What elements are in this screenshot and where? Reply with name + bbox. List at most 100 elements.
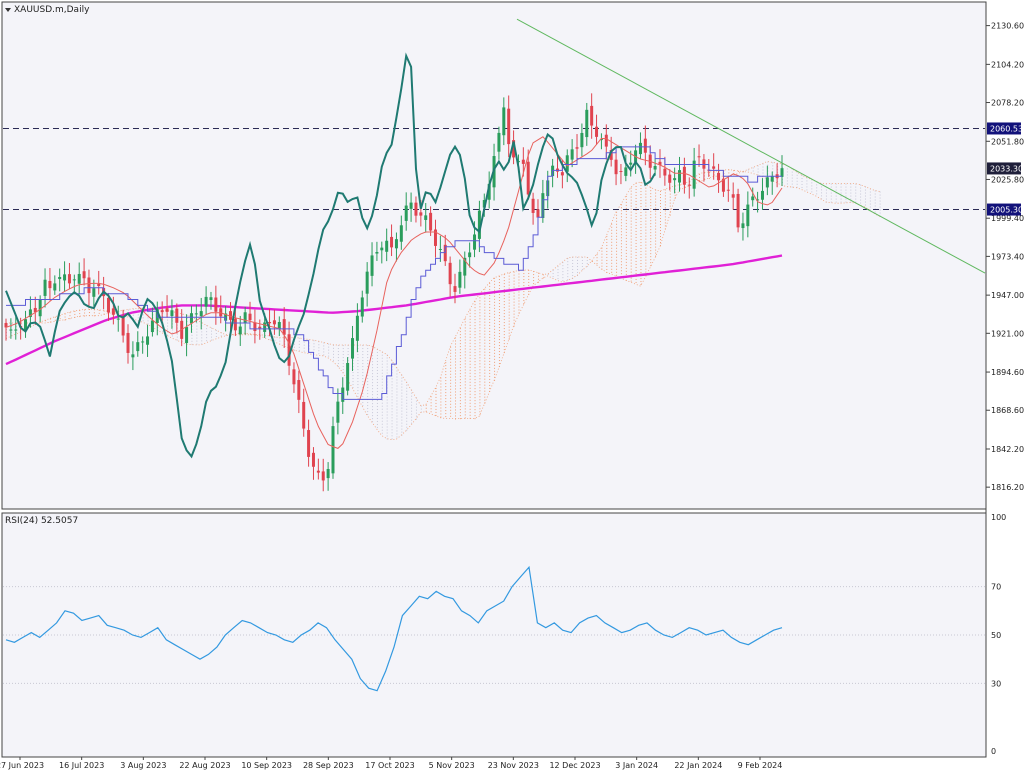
cloud-dot <box>518 285 520 287</box>
cloud-dot <box>479 354 481 356</box>
cloud-dot <box>479 318 481 320</box>
cloud-dot <box>411 404 413 406</box>
rsi-panel[interactable] <box>1 512 987 758</box>
cloud-dot <box>528 275 530 277</box>
cloud-dot <box>611 262 613 264</box>
cloud-dot <box>645 193 647 195</box>
cloud-dot <box>445 371 447 373</box>
cloud-dot <box>806 189 808 191</box>
cloud-dot <box>396 427 398 429</box>
cloud-dot <box>474 352 476 354</box>
cloud-dot <box>508 287 510 289</box>
candle-body <box>599 139 603 141</box>
cloud-dot <box>537 272 539 274</box>
candle-body <box>331 426 335 474</box>
cloud-dot <box>337 345 339 347</box>
trendline[interactable] <box>516 18 986 274</box>
cloud-dot <box>864 195 866 197</box>
cloud-dot <box>362 354 364 356</box>
cloud-dot <box>484 315 486 317</box>
cloud-dot <box>640 197 642 199</box>
cloud-dot <box>469 411 471 413</box>
cloud-dot <box>630 262 632 264</box>
cloud-dot <box>376 366 378 368</box>
cloud-dot <box>586 259 588 261</box>
cloud-dot <box>606 241 608 243</box>
cloud-dot <box>518 309 520 311</box>
cloud-dot <box>445 410 447 412</box>
cloud-dot <box>650 253 652 255</box>
cloud-dot <box>357 378 359 380</box>
candle-body <box>355 315 359 341</box>
cloud-dot <box>367 354 369 356</box>
cloud-dot <box>381 384 383 386</box>
candle-body <box>160 310 164 313</box>
cloud-dot <box>435 396 437 398</box>
cloud-dot <box>479 366 481 368</box>
cloud-dot <box>762 172 764 174</box>
cloud-dot <box>459 349 461 351</box>
cloud-dot <box>376 372 378 374</box>
cloud-dot <box>557 272 559 274</box>
cloud-dot <box>484 321 486 323</box>
cloud-dot <box>489 369 491 371</box>
candle-body <box>429 212 433 231</box>
cloud-dot <box>811 188 813 190</box>
cloud-dot <box>601 247 603 249</box>
cloud-dot <box>176 333 178 335</box>
cloud-dot <box>464 351 466 353</box>
cloud-dot <box>347 354 349 356</box>
cloud-dot <box>625 252 627 254</box>
cloud-dot <box>342 351 344 353</box>
symbol-title: XAUUSD.m,Daily <box>14 5 90 15</box>
cloud-dot <box>464 363 466 365</box>
cloud-dot <box>201 331 203 333</box>
cloud-dot <box>733 170 735 172</box>
cloud-dot <box>757 171 759 173</box>
cloud-dot <box>498 300 500 302</box>
cloud-dot <box>533 277 535 279</box>
cloud-dot <box>503 334 505 336</box>
cloud-dot <box>459 331 461 333</box>
cloud-dot <box>845 183 847 185</box>
cloud-dot <box>498 288 500 290</box>
cloud-dot <box>645 190 647 192</box>
cloud-dot <box>874 190 876 192</box>
cloud-dot <box>372 400 374 402</box>
cloud-dot <box>655 237 657 239</box>
trendline-layer[interactable] <box>516 18 986 274</box>
cloud-dot <box>772 162 774 164</box>
cloud-dot <box>825 183 827 185</box>
cloud-dot <box>791 183 793 185</box>
cloud-dot <box>445 413 447 415</box>
symbol-title-group[interactable]: XAUUSD.m,Daily <box>5 5 90 15</box>
cloud-dot <box>503 328 505 330</box>
cloud-dot <box>396 373 398 375</box>
cloud-dot <box>171 335 173 337</box>
candle-body <box>253 322 257 332</box>
cloud-dot <box>655 192 657 194</box>
cloud-dot <box>406 420 408 422</box>
cloud-dot <box>664 213 666 215</box>
cloud-dot <box>498 333 500 335</box>
cloud-dot <box>381 372 383 374</box>
cloud-dot <box>845 198 847 200</box>
y-tick-label: 1842.20 <box>991 445 1024 454</box>
cloud-dot <box>323 345 325 347</box>
cloud-dot <box>401 410 403 412</box>
cloud-dot <box>381 414 383 416</box>
cloud-dot <box>791 186 793 188</box>
cloud-dot <box>606 244 608 246</box>
cloud-dot <box>489 345 491 347</box>
cloud-dot <box>508 311 510 313</box>
cloud-dot <box>840 189 842 191</box>
cloud-dot <box>474 418 476 420</box>
cloud-dot <box>396 376 398 378</box>
cloud-dot <box>630 223 632 225</box>
cloud-dot <box>469 309 471 311</box>
cloud-dot <box>391 432 393 434</box>
cloud-dot <box>357 387 359 389</box>
candle-body <box>53 283 57 291</box>
candle-body <box>136 342 140 352</box>
cloud-dot <box>606 259 608 261</box>
